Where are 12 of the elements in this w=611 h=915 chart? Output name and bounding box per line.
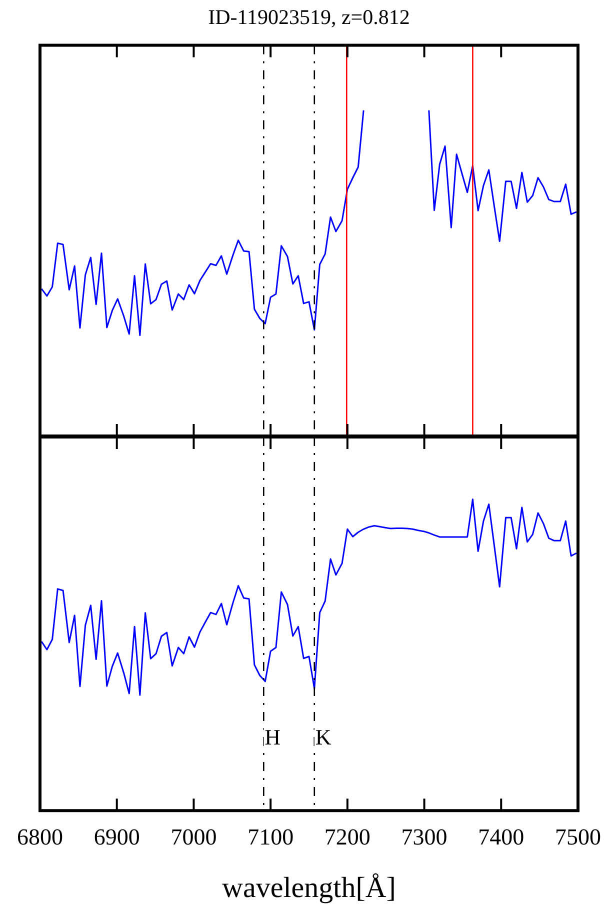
ref-line-label: K <box>315 724 332 750</box>
x-tick-label: 7000 <box>170 824 217 850</box>
x-tick-label: 6800 <box>17 824 63 850</box>
x-tick-label: 7100 <box>248 824 294 850</box>
ref-line-label: H <box>264 724 281 750</box>
x-tick-label: 7200 <box>324 824 370 850</box>
chart-title: ID-119023519, z=0.812 <box>208 5 410 30</box>
x-tick-label: 7400 <box>478 824 524 850</box>
x-tick-label: 6900 <box>94 824 140 850</box>
x-axis-title: wavelength[Å] <box>222 872 396 904</box>
x-tick-label: 7500 <box>555 824 601 850</box>
x-tick-label: 7300 <box>401 824 448 850</box>
